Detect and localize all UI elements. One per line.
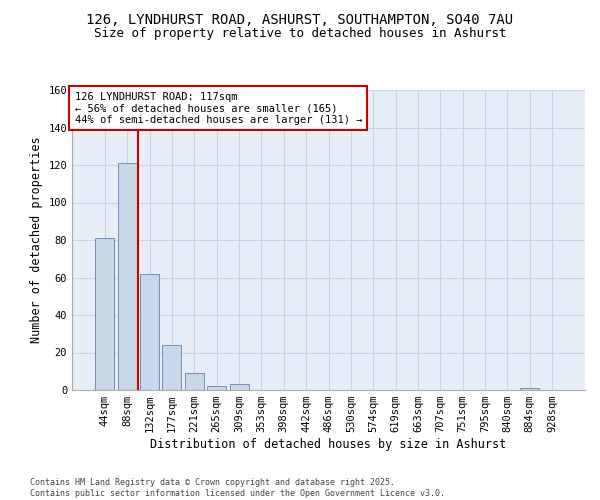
Text: 126 LYNDHURST ROAD: 117sqm
← 56% of detached houses are smaller (165)
44% of sem: 126 LYNDHURST ROAD: 117sqm ← 56% of deta… xyxy=(74,92,362,124)
Y-axis label: Number of detached properties: Number of detached properties xyxy=(30,136,43,344)
Text: Contains HM Land Registry data © Crown copyright and database right 2025.
Contai: Contains HM Land Registry data © Crown c… xyxy=(30,478,445,498)
Bar xyxy=(140,274,159,390)
X-axis label: Distribution of detached houses by size in Ashurst: Distribution of detached houses by size … xyxy=(151,438,506,451)
Bar xyxy=(520,388,539,390)
Bar xyxy=(163,345,181,390)
Bar xyxy=(185,373,204,390)
Text: Size of property relative to detached houses in Ashurst: Size of property relative to detached ho… xyxy=(94,28,506,40)
Bar xyxy=(118,163,137,390)
Bar xyxy=(230,384,248,390)
Bar xyxy=(95,238,115,390)
Text: 126, LYNDHURST ROAD, ASHURST, SOUTHAMPTON, SO40 7AU: 126, LYNDHURST ROAD, ASHURST, SOUTHAMPTO… xyxy=(86,12,514,26)
Bar xyxy=(207,386,226,390)
